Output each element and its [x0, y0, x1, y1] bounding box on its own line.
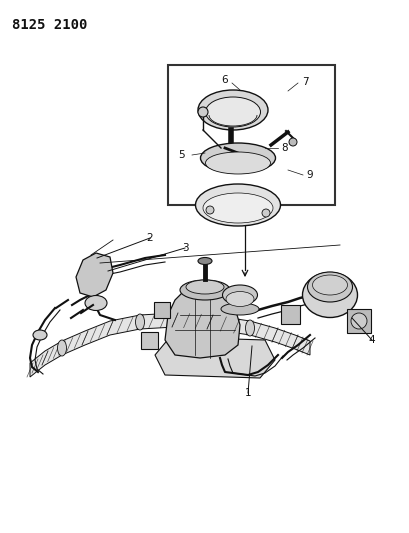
Ellipse shape — [350, 313, 366, 329]
Ellipse shape — [245, 320, 254, 336]
FancyBboxPatch shape — [154, 302, 170, 318]
FancyBboxPatch shape — [141, 332, 158, 349]
Ellipse shape — [312, 275, 347, 295]
Text: 3: 3 — [181, 243, 188, 253]
Ellipse shape — [202, 193, 272, 223]
Ellipse shape — [198, 90, 267, 130]
Ellipse shape — [57, 340, 66, 356]
Ellipse shape — [205, 97, 260, 127]
Circle shape — [288, 138, 296, 146]
Circle shape — [261, 209, 270, 217]
Circle shape — [198, 107, 207, 117]
Text: 5: 5 — [178, 150, 185, 160]
Bar — [168, 65, 334, 205]
Ellipse shape — [33, 330, 47, 340]
Text: 2: 2 — [146, 233, 153, 243]
Text: 6: 6 — [221, 75, 228, 85]
Ellipse shape — [200, 143, 275, 173]
Ellipse shape — [205, 152, 270, 174]
Ellipse shape — [85, 295, 107, 311]
Ellipse shape — [180, 280, 229, 300]
Ellipse shape — [307, 272, 352, 302]
Ellipse shape — [186, 280, 223, 294]
Ellipse shape — [225, 292, 254, 306]
Polygon shape — [155, 337, 274, 378]
Text: 4: 4 — [368, 335, 374, 345]
Text: 9: 9 — [306, 170, 312, 180]
FancyBboxPatch shape — [346, 309, 370, 333]
Ellipse shape — [135, 314, 144, 330]
Text: 8125 2100: 8125 2100 — [12, 18, 87, 32]
Text: 8: 8 — [281, 143, 288, 153]
Polygon shape — [30, 313, 309, 377]
Polygon shape — [164, 285, 239, 358]
FancyBboxPatch shape — [281, 304, 300, 324]
Ellipse shape — [195, 184, 280, 226]
Ellipse shape — [198, 257, 211, 264]
Ellipse shape — [222, 285, 257, 305]
Text: 7: 7 — [301, 77, 308, 87]
Text: 1: 1 — [244, 388, 251, 398]
Polygon shape — [76, 253, 113, 297]
Ellipse shape — [302, 272, 357, 318]
Circle shape — [205, 206, 213, 214]
Ellipse shape — [220, 303, 258, 315]
